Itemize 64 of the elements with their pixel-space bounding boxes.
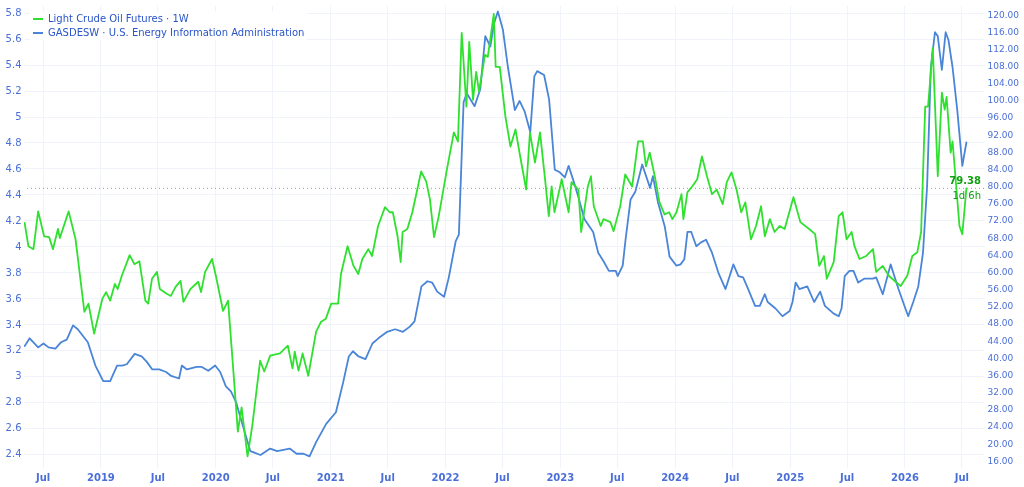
- y2-tick-label: 100.00: [987, 95, 1020, 106]
- y2-tick-label: 64.00: [987, 249, 1014, 260]
- x-tick-label: Jul: [34, 471, 51, 483]
- y2-tick-label: 20.00: [987, 438, 1014, 449]
- y-tick-label: 3.8: [5, 266, 22, 278]
- y-tick-label: 5.4: [5, 59, 22, 71]
- y2-tick-label: 108.00: [987, 61, 1020, 71]
- x-tick-label: 2026: [891, 471, 919, 483]
- x-tick-label: Jul: [609, 471, 625, 483]
- x-tick-label: 2024: [661, 471, 690, 483]
- legend-label: GASDESW · U.S. Energy Information Administration: [48, 27, 305, 38]
- y2-tick-label: 56.00: [987, 284, 1014, 295]
- x-tick-label: 2019: [86, 471, 115, 483]
- y2-tick-label: 120.00: [987, 9, 1020, 20]
- y2-tick-label: 16.00: [987, 455, 1014, 466]
- x-tick-label: Jul: [953, 471, 969, 483]
- x-tick-label: 2023: [546, 471, 575, 483]
- y-tick-label: 3: [15, 370, 22, 382]
- x-tick-label: Jul: [149, 471, 165, 483]
- y2-tick-label: 76.00: [987, 198, 1014, 209]
- y-tick-label: 2.8: [5, 396, 22, 408]
- y2-tick-label: 24.00: [987, 421, 1014, 432]
- y2-tick-label: 60.00: [987, 266, 1014, 277]
- y2-tick-label: 48.00: [987, 318, 1014, 329]
- y2-tick-label: 112.00: [987, 43, 1020, 54]
- y2-tick-label: 52.00: [987, 301, 1014, 312]
- y-tick-label: 5: [15, 111, 22, 123]
- y-tick-label: 2.6: [5, 422, 22, 434]
- y2-tick-label: 92.00: [987, 129, 1014, 140]
- x-tick-label: Jul: [494, 471, 510, 483]
- x-tick-label: 2021: [316, 471, 345, 483]
- x-tick-label: Jul: [264, 471, 281, 483]
- y2-tick-label: 28.00: [987, 404, 1014, 415]
- y-tick-label: 4: [15, 240, 22, 252]
- y-tick-label: 3.6: [5, 292, 22, 304]
- y2-tick-label: 32.00: [987, 387, 1014, 398]
- y2-tick-label: 72.00: [987, 215, 1014, 226]
- x-tick-label: 2022: [431, 471, 460, 483]
- y2-tick-label: 88.00: [987, 146, 1014, 157]
- x-tick-label: Jul: [724, 471, 740, 483]
- y2-tick-label: 36.00: [987, 369, 1014, 380]
- y-tick-label: 4.2: [5, 214, 22, 226]
- x-tick-label: 2020: [201, 471, 230, 483]
- legend-label: Light Crude Oil Futures · 1W: [48, 13, 189, 24]
- y-tick-label: 3.2: [5, 344, 22, 356]
- y-tick-label: 5.2: [5, 85, 22, 97]
- y2-tick-label: 96.00: [987, 112, 1014, 123]
- x-tick-label: 2025: [776, 471, 805, 483]
- y2-tick-label: 104.00: [987, 78, 1020, 89]
- y2-tick-label: 40.00: [987, 352, 1014, 363]
- y-tick-label: 4.6: [5, 162, 22, 174]
- y-tick-label: 4.4: [5, 188, 22, 200]
- y-tick-label: 5.8: [5, 7, 22, 19]
- y2-tick-label: 80.00: [987, 181, 1014, 192]
- y-tick-label: 5.6: [5, 33, 22, 45]
- y-tick-label: 3.4: [5, 318, 22, 330]
- y-tick-label: 4.8: [5, 136, 22, 148]
- x-tick-label: Jul: [379, 471, 395, 483]
- y2-tick-label: 84.00: [987, 163, 1014, 174]
- y2-tick-label: 44.00: [987, 335, 1014, 346]
- x-tick-label: Jul: [838, 471, 855, 483]
- y-tick-label: 2.4: [5, 448, 22, 460]
- y2-tick-label: 116.00: [987, 26, 1020, 37]
- y2-tick-label: 68.00: [987, 232, 1014, 243]
